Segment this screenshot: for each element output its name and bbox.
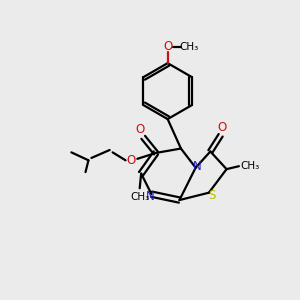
Text: O: O xyxy=(135,123,144,136)
Text: N: N xyxy=(193,160,202,173)
Text: CH₃: CH₃ xyxy=(240,161,259,171)
Text: O: O xyxy=(218,121,227,134)
Text: O: O xyxy=(163,40,172,53)
Text: O: O xyxy=(126,154,136,167)
Text: N: N xyxy=(146,190,155,203)
Text: S: S xyxy=(209,189,216,202)
Text: CH₃: CH₃ xyxy=(179,42,199,52)
Text: CH₃: CH₃ xyxy=(130,192,149,203)
